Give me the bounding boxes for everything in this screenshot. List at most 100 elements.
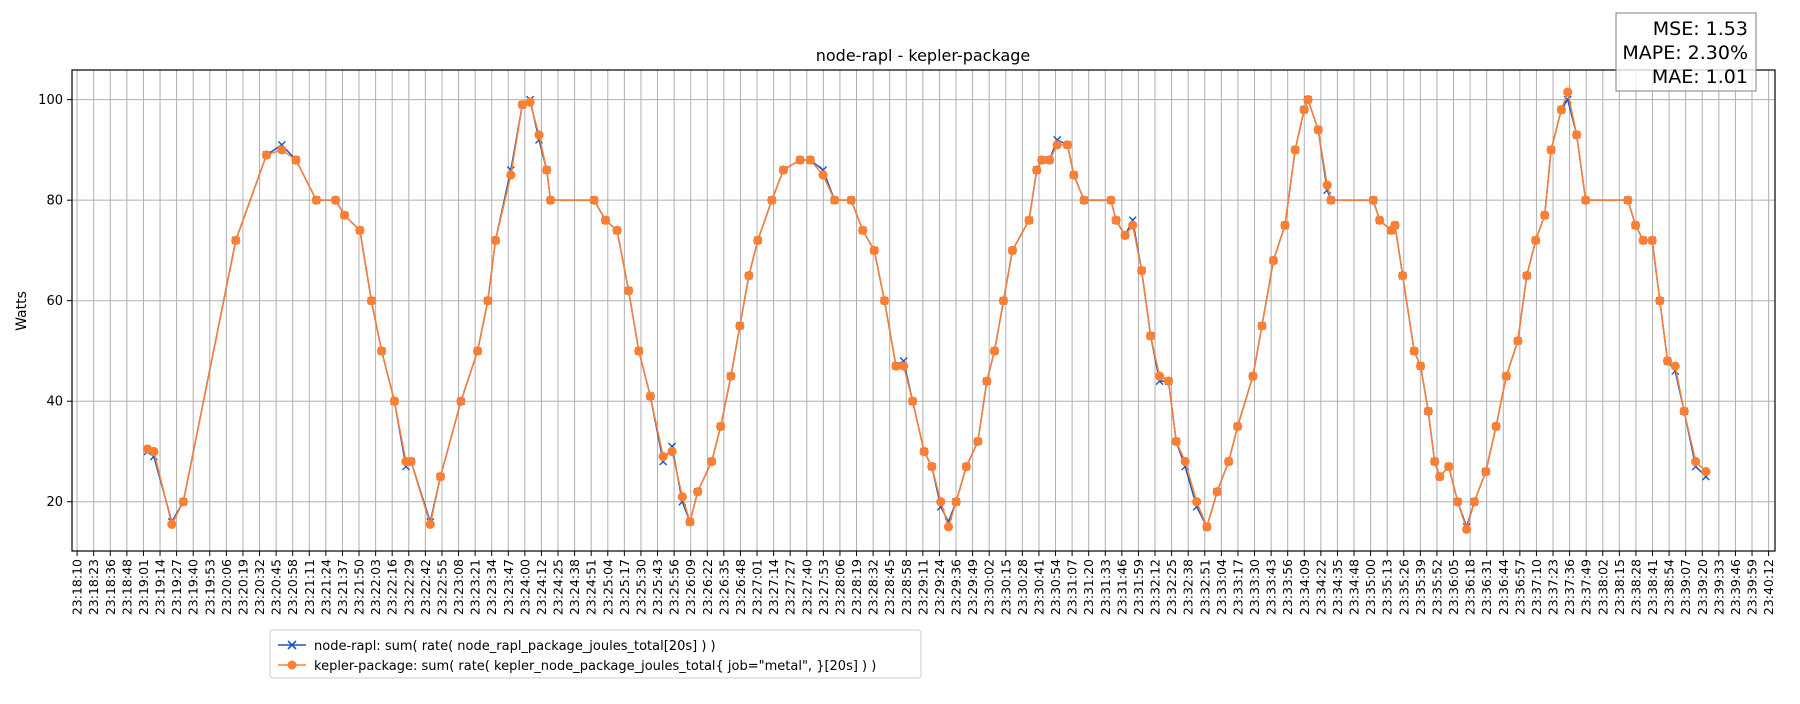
x-tick-label: 23:38:28 (1628, 559, 1643, 615)
x-tick-label: 23:35:39 (1413, 559, 1428, 615)
x-tick-label: 23:33:04 (1214, 559, 1229, 615)
data-point (1462, 524, 1472, 534)
data-point (1044, 155, 1055, 165)
data-point (707, 456, 717, 467)
x-tick-label: 23:38:54 (1662, 559, 1677, 615)
x-tick-label: 23:19:27 (169, 559, 184, 615)
x-tick-label: 23:36:57 (1512, 559, 1527, 615)
x-tick-label: 23:20:58 (285, 559, 300, 615)
x-tick-label: 23:37:23 (1546, 559, 1561, 615)
data-point (435, 472, 446, 482)
data-point (330, 195, 341, 205)
data-point (178, 497, 188, 507)
mae-text: MAE: 1.01 (1652, 66, 1748, 88)
series-layer (142, 87, 1711, 534)
data-point (1154, 371, 1165, 381)
x-tick-label: 23:18:48 (119, 559, 134, 615)
data-point (1501, 371, 1511, 381)
x-tick-label: 23:40:12 (1761, 559, 1776, 615)
legend-label: kepler-package: sum( rate( kepler_node_p… (314, 659, 876, 674)
x-tick-label: 23:29:11 (915, 559, 930, 615)
data-point (1398, 270, 1408, 281)
x-tick-label: 23:33:56 (1280, 559, 1295, 615)
data-point (231, 235, 241, 245)
x-tick-label: 23:18:23 (86, 559, 101, 615)
series-kepler-package (142, 87, 1711, 534)
x-tick-label: 23:18:10 (70, 559, 85, 615)
data-point (1257, 321, 1267, 331)
x-tick-label: 23:33:30 (1247, 559, 1262, 615)
x-tick-label: 23:28:06 (832, 559, 847, 615)
data-point (658, 451, 668, 462)
data-point (1224, 456, 1234, 467)
data-point (989, 346, 1000, 356)
x-tick-label: 23:33:43 (1264, 559, 1279, 615)
x-tick-label: 23:21:11 (302, 559, 317, 615)
x-tick-label: 23:25:30 (633, 559, 648, 615)
x-tick-label: 23:39:33 (1711, 559, 1726, 615)
x-tick-label: 23:30:28 (1015, 559, 1030, 615)
x-tick-label: 23:28:45 (882, 559, 897, 615)
x-tick-label: 23:36:31 (1479, 559, 1494, 615)
data-point (1106, 195, 1116, 205)
data-point (726, 371, 736, 381)
x-tick-label: 23:24:12 (534, 559, 549, 615)
x-tick-label: 23:31:20 (1081, 559, 1096, 615)
x-tick-label: 23:27:14 (766, 559, 781, 615)
data-point (1655, 296, 1665, 306)
data-point (1192, 497, 1202, 507)
data-point (951, 497, 961, 507)
x-tick-label: 23:26:09 (683, 559, 698, 615)
series-node-rapl (143, 95, 1710, 531)
x-tick-label: 23:29:49 (965, 559, 980, 615)
x-tick-label: 23:23:34 (484, 559, 499, 615)
mse-text: MSE: 1.53 (1653, 18, 1748, 40)
data-point (1701, 466, 1711, 477)
data-point (490, 235, 501, 245)
x-tick-label: 23:26:35 (716, 559, 731, 615)
data-point (1491, 421, 1501, 431)
data-point (1415, 361, 1426, 371)
data-point (1563, 87, 1573, 97)
metrics-box: MSE: 1.53 MAPE: 2.30% MAE: 1.01 (1615, 12, 1757, 92)
data-point (517, 100, 527, 110)
data-point (645, 391, 655, 401)
x-tick-label: 23:31:07 (1065, 559, 1080, 615)
data-point (973, 436, 983, 447)
mape-text: MAPE: 2.30% (1622, 42, 1748, 64)
data-point (869, 245, 879, 256)
data-point (623, 286, 634, 296)
x-tick-label: 23:38:41 (1645, 559, 1660, 615)
x-tick-label: 23:30:54 (1048, 559, 1063, 615)
x-tick-label: 23:36:05 (1446, 559, 1461, 615)
x-tick-label: 23:24:38 (567, 559, 582, 615)
data-point (1390, 220, 1400, 230)
data-point (1469, 497, 1479, 507)
x-tick-label: 23:21:24 (318, 559, 333, 615)
data-point (1069, 170, 1079, 180)
x-tick-label: 23:24:25 (551, 559, 566, 615)
x-tick-label: 23:27:01 (750, 559, 765, 615)
x-tick-label: 23:22:55 (434, 559, 449, 615)
data-point (1630, 220, 1641, 230)
data-point (677, 492, 687, 502)
data-point (612, 225, 622, 235)
data-point (1128, 220, 1138, 230)
x-tick-label: 23:31:59 (1131, 559, 1146, 615)
data-point (1368, 195, 1378, 205)
x-tick-label: 23:26:22 (700, 559, 715, 615)
data-point (1180, 456, 1190, 467)
x-tick-label: 23:37:49 (1579, 559, 1594, 615)
x-tick-label: 23:20:06 (219, 559, 234, 615)
x-tick-label: 23:20:19 (235, 559, 250, 615)
data-point (1032, 165, 1042, 175)
data-point (472, 346, 483, 356)
x-tick-label: 23:32:12 (1148, 559, 1163, 615)
x-tick-label: 23:25:17 (617, 559, 632, 615)
data-point (818, 170, 828, 180)
legend-item-node-rapl: node-rapl: sum( rate( node_rapl_package_… (278, 639, 716, 654)
x-tick-label: 23:19:40 (186, 559, 201, 615)
data-point (406, 456, 416, 467)
data-point (1313, 125, 1323, 135)
legend-item-kepler-package: kepler-package: sum( rate( kepler_node_p… (278, 659, 876, 674)
